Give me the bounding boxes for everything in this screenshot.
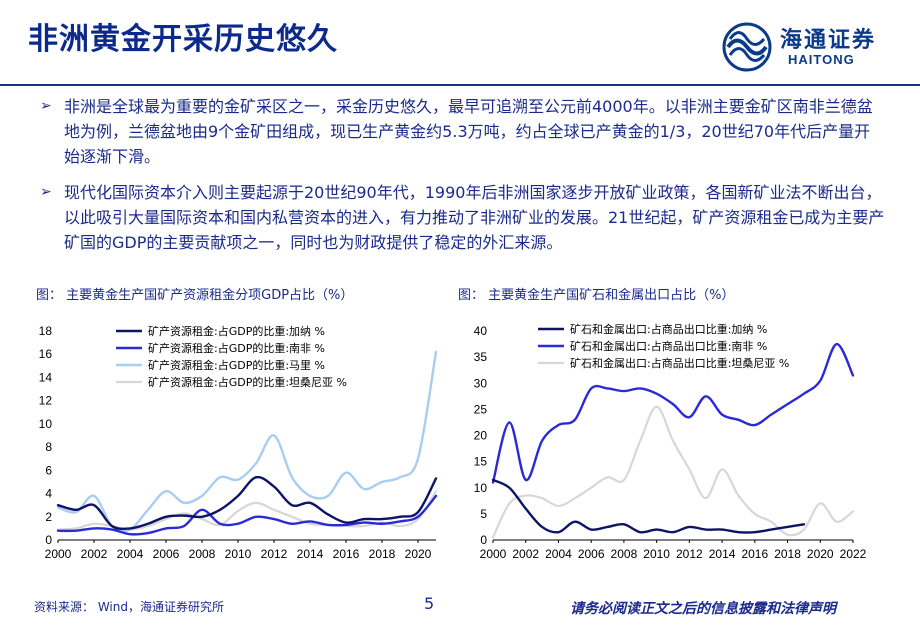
series-line-0 bbox=[56, 475, 438, 531]
y-tick-label: 10 bbox=[39, 417, 53, 431]
chart-2-caption: 图： 主要黄金生产国矿石和金属出口占比（%） bbox=[458, 288, 735, 303]
y-tick-label: 8 bbox=[45, 440, 52, 454]
x-tick-label: 2002 bbox=[512, 547, 539, 561]
legend-label: 矿产资源租金:占GDP的比重:南非 % bbox=[148, 341, 325, 355]
bullet-list: ➢ 非洲是全球最为重要的金矿采区之一，采金历史悠久，最早可追溯至公元前4000年… bbox=[40, 94, 885, 266]
series-line-2 bbox=[56, 350, 438, 533]
x-tick-label: 2020 bbox=[405, 547, 432, 561]
x-tick-label: 2006 bbox=[578, 547, 605, 561]
x-tick-label: 2010 bbox=[643, 547, 670, 561]
y-tick-label: 40 bbox=[474, 324, 488, 338]
chart-1-caption: 图： 主要黄金生产国矿产资源租金分项GDP占比（%） bbox=[36, 288, 354, 303]
legend-label: 矿石和金属出口:占商品出口比重:坦桑尼亚 % bbox=[570, 356, 789, 370]
y-tick-label: 14 bbox=[39, 370, 53, 384]
x-tick-label: 2022 bbox=[840, 547, 867, 561]
source-note: 资料来源： Wind，海通证券研究所 bbox=[34, 600, 224, 614]
y-tick-label: 35 bbox=[474, 350, 488, 364]
x-tick-label: 2008 bbox=[189, 547, 216, 561]
bullet-text: 现代化国际资本介入则主要起源于20世纪90年代，1990年后非洲国家逐步开放矿业… bbox=[64, 183, 885, 252]
x-tick-label: 2006 bbox=[153, 547, 180, 561]
series-line-1 bbox=[491, 342, 855, 484]
y-tick-label: 25 bbox=[474, 402, 488, 416]
x-tick-label: 2000 bbox=[45, 547, 72, 561]
legend-label: 矿石和金属出口:占商品出口比重:南非 % bbox=[570, 339, 767, 353]
x-tick-label: 2002 bbox=[81, 547, 108, 561]
y-tick-label: 30 bbox=[474, 376, 488, 390]
x-tick-label: 2012 bbox=[676, 547, 703, 561]
logo-english-name: HAITONG bbox=[788, 52, 855, 67]
y-tick-label: 18 bbox=[39, 324, 53, 338]
page-number: 5 bbox=[424, 594, 435, 613]
series-line-0 bbox=[491, 478, 806, 534]
x-tick-label: 2020 bbox=[807, 547, 834, 561]
haitong-logo: 海通证券 HAITONG bbox=[718, 22, 898, 72]
y-tick-label: 15 bbox=[474, 455, 488, 469]
rent-gdp-line-chart: 0 2 4 6 8 10 12 14 16 18 2000 2002 2004 2006 2008 2010 2… bbox=[39, 324, 438, 561]
legend-label: 矿产资源租金:占GDP的比重:加纳 % bbox=[148, 324, 325, 338]
y-tick-label: 12 bbox=[39, 394, 53, 408]
series-line-2 bbox=[491, 405, 855, 539]
arrow-bullet-icon: ➢ bbox=[40, 98, 52, 114]
bullet-item: ➢ 非洲是全球最为重要的金矿采区之一，采金历史悠久，最早可追溯至公元前4000年… bbox=[40, 94, 885, 169]
x-tick-label: 2018 bbox=[774, 547, 801, 561]
x-tick-label: 2004 bbox=[545, 547, 572, 561]
y-tick-label: 5 bbox=[480, 507, 487, 521]
y-tick-label: 10 bbox=[474, 481, 488, 495]
y-tick-label: 2 bbox=[45, 510, 52, 524]
y-tick-label: 0 bbox=[480, 533, 487, 547]
x-tick-label: 2012 bbox=[261, 547, 288, 561]
series-line-1 bbox=[56, 494, 438, 536]
y-tick-label: 20 bbox=[474, 429, 488, 443]
x-tick-label: 2016 bbox=[333, 547, 360, 561]
x-tick-label: 2004 bbox=[117, 547, 144, 561]
haitong-logo-mark-icon bbox=[722, 22, 772, 72]
legend-label: 矿产资源租金:占GDP的比重:坦桑尼亚 % bbox=[148, 375, 347, 389]
y-tick-label: 0 bbox=[45, 533, 52, 547]
x-tick-label: 2010 bbox=[225, 547, 252, 561]
bullet-text: 非洲是全球最为重要的金矿采区之一，采金历史悠久，最早可追溯至公元前4000年。以… bbox=[64, 97, 873, 166]
x-tick-label: 2014 bbox=[297, 547, 324, 561]
bullet-item: ➢ 现代化国际资本介入则主要起源于20世纪90年代，1990年后非洲国家逐步开放… bbox=[40, 180, 885, 255]
y-tick-label: 4 bbox=[45, 487, 52, 501]
x-tick-label: 2014 bbox=[709, 547, 736, 561]
logo-chinese-name: 海通证券 bbox=[780, 27, 877, 53]
arrow-bullet-icon: ➢ bbox=[40, 184, 52, 200]
legend-label: 矿石和金属出口:占商品出口比重:加纳 % bbox=[570, 322, 767, 336]
x-tick-label: 2018 bbox=[369, 547, 396, 561]
legal-disclaimer: 请务必阅读正文之后的信息披露和法律声明 bbox=[570, 601, 836, 617]
y-tick-label: 6 bbox=[45, 463, 52, 477]
x-tick-label: 2000 bbox=[480, 547, 507, 561]
x-tick-label: 2008 bbox=[611, 547, 638, 561]
ore-export-line-chart: 0 5 10 15 20 25 30 35 40 2000 2002 2004 2006 2008 2010… bbox=[474, 322, 867, 561]
header-divider bbox=[0, 84, 920, 86]
legend-label: 矿产资源租金:占GDP的比重:马里 % bbox=[148, 358, 325, 372]
y-tick-label: 16 bbox=[39, 347, 53, 361]
page-title: 非洲黄金开采历史悠久 bbox=[28, 22, 338, 57]
x-tick-label: 2016 bbox=[741, 547, 768, 561]
